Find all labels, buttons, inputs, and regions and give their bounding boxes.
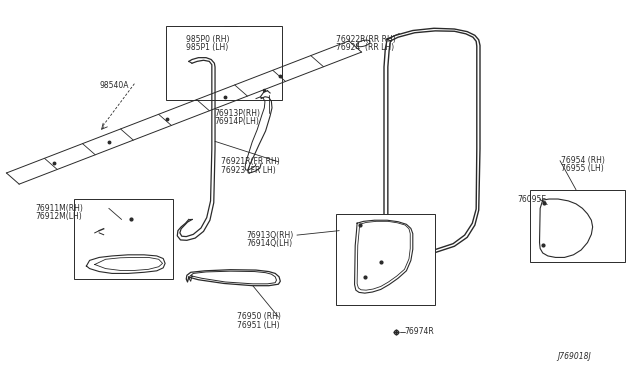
Text: 76951 (LH): 76951 (LH) [237, 321, 280, 330]
Text: 76923 (FR LH): 76923 (FR LH) [221, 166, 276, 174]
Text: 76955 (LH): 76955 (LH) [561, 164, 604, 173]
Text: 76911M(RH): 76911M(RH) [35, 204, 83, 213]
Bar [530, 190, 625, 262]
Text: 76914Q(LH): 76914Q(LH) [246, 239, 292, 248]
Text: 76950 (RH): 76950 (RH) [237, 312, 281, 321]
Text: 76921R(FR RH): 76921R(FR RH) [221, 157, 280, 166]
Text: 76913Q(RH): 76913Q(RH) [246, 231, 294, 240]
Text: 985P1 (LH): 985P1 (LH) [186, 43, 228, 52]
Bar [74, 199, 173, 279]
Text: J769018J: J769018J [557, 352, 591, 361]
Text: 76914P(LH): 76914P(LH) [214, 117, 259, 126]
Text: 76912M(LH): 76912M(LH) [35, 212, 82, 221]
Text: 76954 (RH): 76954 (RH) [561, 156, 605, 165]
Text: 985P0 (RH): 985P0 (RH) [186, 35, 229, 44]
Text: 76913P(RH): 76913P(RH) [214, 109, 260, 118]
Text: 98540A: 98540A [99, 81, 129, 90]
Text: 76974R: 76974R [404, 327, 434, 336]
Text: 76095E: 76095E [517, 195, 547, 203]
Text: 76924  (RR LH): 76924 (RR LH) [336, 43, 394, 52]
Text: 76922R(RR RH): 76922R(RR RH) [336, 35, 396, 44]
Bar [336, 214, 435, 305]
Bar [166, 26, 282, 100]
